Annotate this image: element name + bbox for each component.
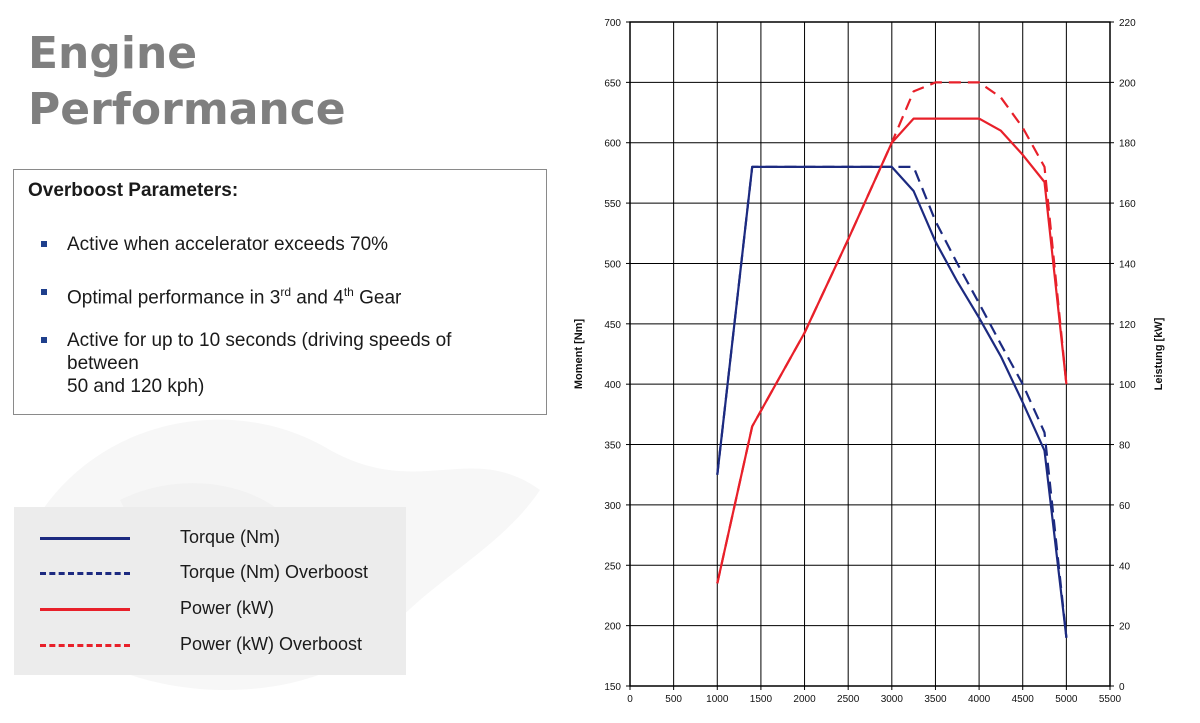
- bullet-square-icon: [41, 241, 47, 247]
- engine-performance-chart: 0 500 1000 1500 2000 2500 3000 3500 4000 4500 5000…: [573, 18, 1165, 705]
- y-tick-label: 350: [604, 441, 621, 452]
- series-line-power-kw-overboost: [716, 81, 1068, 584]
- legend-item: Power (kW) Overboost: [14, 631, 406, 661]
- y2-tick-label: 20: [1119, 622, 1131, 633]
- y2-tick-label: 200: [1119, 78, 1136, 89]
- x-tick-label: 3000: [881, 694, 904, 705]
- x-tick-label: 4000: [968, 694, 991, 705]
- y-tick-label: 550: [604, 199, 621, 210]
- y-tick-label: 450: [604, 320, 621, 331]
- y-tick-label: 150: [604, 682, 621, 693]
- y2-tick-label: 220: [1119, 18, 1136, 29]
- series-line-torque-nm-overboost: [716, 165, 1068, 638]
- x-tick-label: 500: [665, 694, 682, 705]
- bullet-text: Active for up to 10 seconds (driving spe…: [67, 330, 452, 397]
- y-tick-label: 700: [604, 18, 621, 29]
- title-line-1: Engine: [28, 28, 198, 79]
- y2-axis-title: Leistung [kW]: [1153, 317, 1165, 390]
- page-title: Engine Performance: [28, 26, 346, 138]
- chart-legend: Torque (Nm) Torque (Nm) Overboost Power …: [14, 507, 406, 675]
- legend-label: Torque (Nm) Overboost: [180, 562, 369, 582]
- y2-tick-label: 60: [1119, 501, 1131, 512]
- x-tick-label: 2500: [837, 694, 860, 705]
- title-line-2: Performance: [28, 84, 346, 135]
- legend-item: Torque (Nm): [14, 524, 406, 554]
- overboost-parameters-box: Overboost Parameters: Active when accele…: [13, 169, 547, 415]
- x-tick-label: 2000: [793, 694, 816, 705]
- power-solid-line-icon: [40, 608, 130, 611]
- x-tick-label: 4500: [1012, 694, 1035, 705]
- plot-frame: [629, 21, 1111, 687]
- overboost-heading: Overboost Parameters:: [28, 180, 239, 201]
- legend-item: Power (kW): [14, 595, 406, 625]
- bullet-text: Active when accelerator exceeds 70%: [67, 234, 389, 255]
- x-tick-label: 1000: [706, 694, 729, 705]
- y-tick-label: 200: [604, 622, 621, 633]
- y2-tick-label: 160: [1119, 199, 1136, 210]
- x-tick-label: 5500: [1099, 694, 1122, 705]
- y2-tick-label: 80: [1119, 441, 1131, 452]
- x-tick-label: 1500: [750, 694, 773, 705]
- legend-label: Power (kW) Overboost: [180, 634, 363, 654]
- y-axis-title: Moment [Nm]: [573, 319, 585, 390]
- x-tick-label: 3500: [924, 694, 947, 705]
- y-tick-label: 250: [604, 561, 621, 572]
- y-tick-label: 600: [604, 139, 621, 150]
- y2-tick-label: 140: [1119, 259, 1136, 270]
- power-dashed-line-icon: [40, 644, 130, 647]
- y2-tick-label: 100: [1119, 380, 1136, 391]
- y-tick-label: 300: [604, 501, 621, 512]
- torque-solid-line-icon: [40, 537, 130, 540]
- legend-item: Torque (Nm) Overboost: [14, 559, 406, 589]
- y-tick-label: 650: [604, 78, 621, 89]
- y2-tick-label: 180: [1119, 139, 1136, 150]
- y-tick-label: 500: [604, 259, 621, 270]
- y2-tick-label: 0: [1119, 682, 1125, 693]
- y-tick-label: 400: [604, 380, 621, 391]
- y2-tick-label: 120: [1119, 320, 1136, 331]
- bullet-square-icon: [41, 289, 47, 295]
- legend-label: Torque (Nm): [180, 527, 281, 547]
- torque-dashed-line-icon: [40, 572, 130, 575]
- bullet-square-icon: [41, 337, 47, 343]
- legend-label: Power (kW): [180, 598, 274, 618]
- x-tick-label: 0: [627, 694, 633, 705]
- y2-tick-label: 40: [1119, 561, 1131, 572]
- bullet-text: Optimal performance in 3rd and 4th Gear: [67, 285, 402, 309]
- x-tick-label: 5000: [1055, 694, 1078, 705]
